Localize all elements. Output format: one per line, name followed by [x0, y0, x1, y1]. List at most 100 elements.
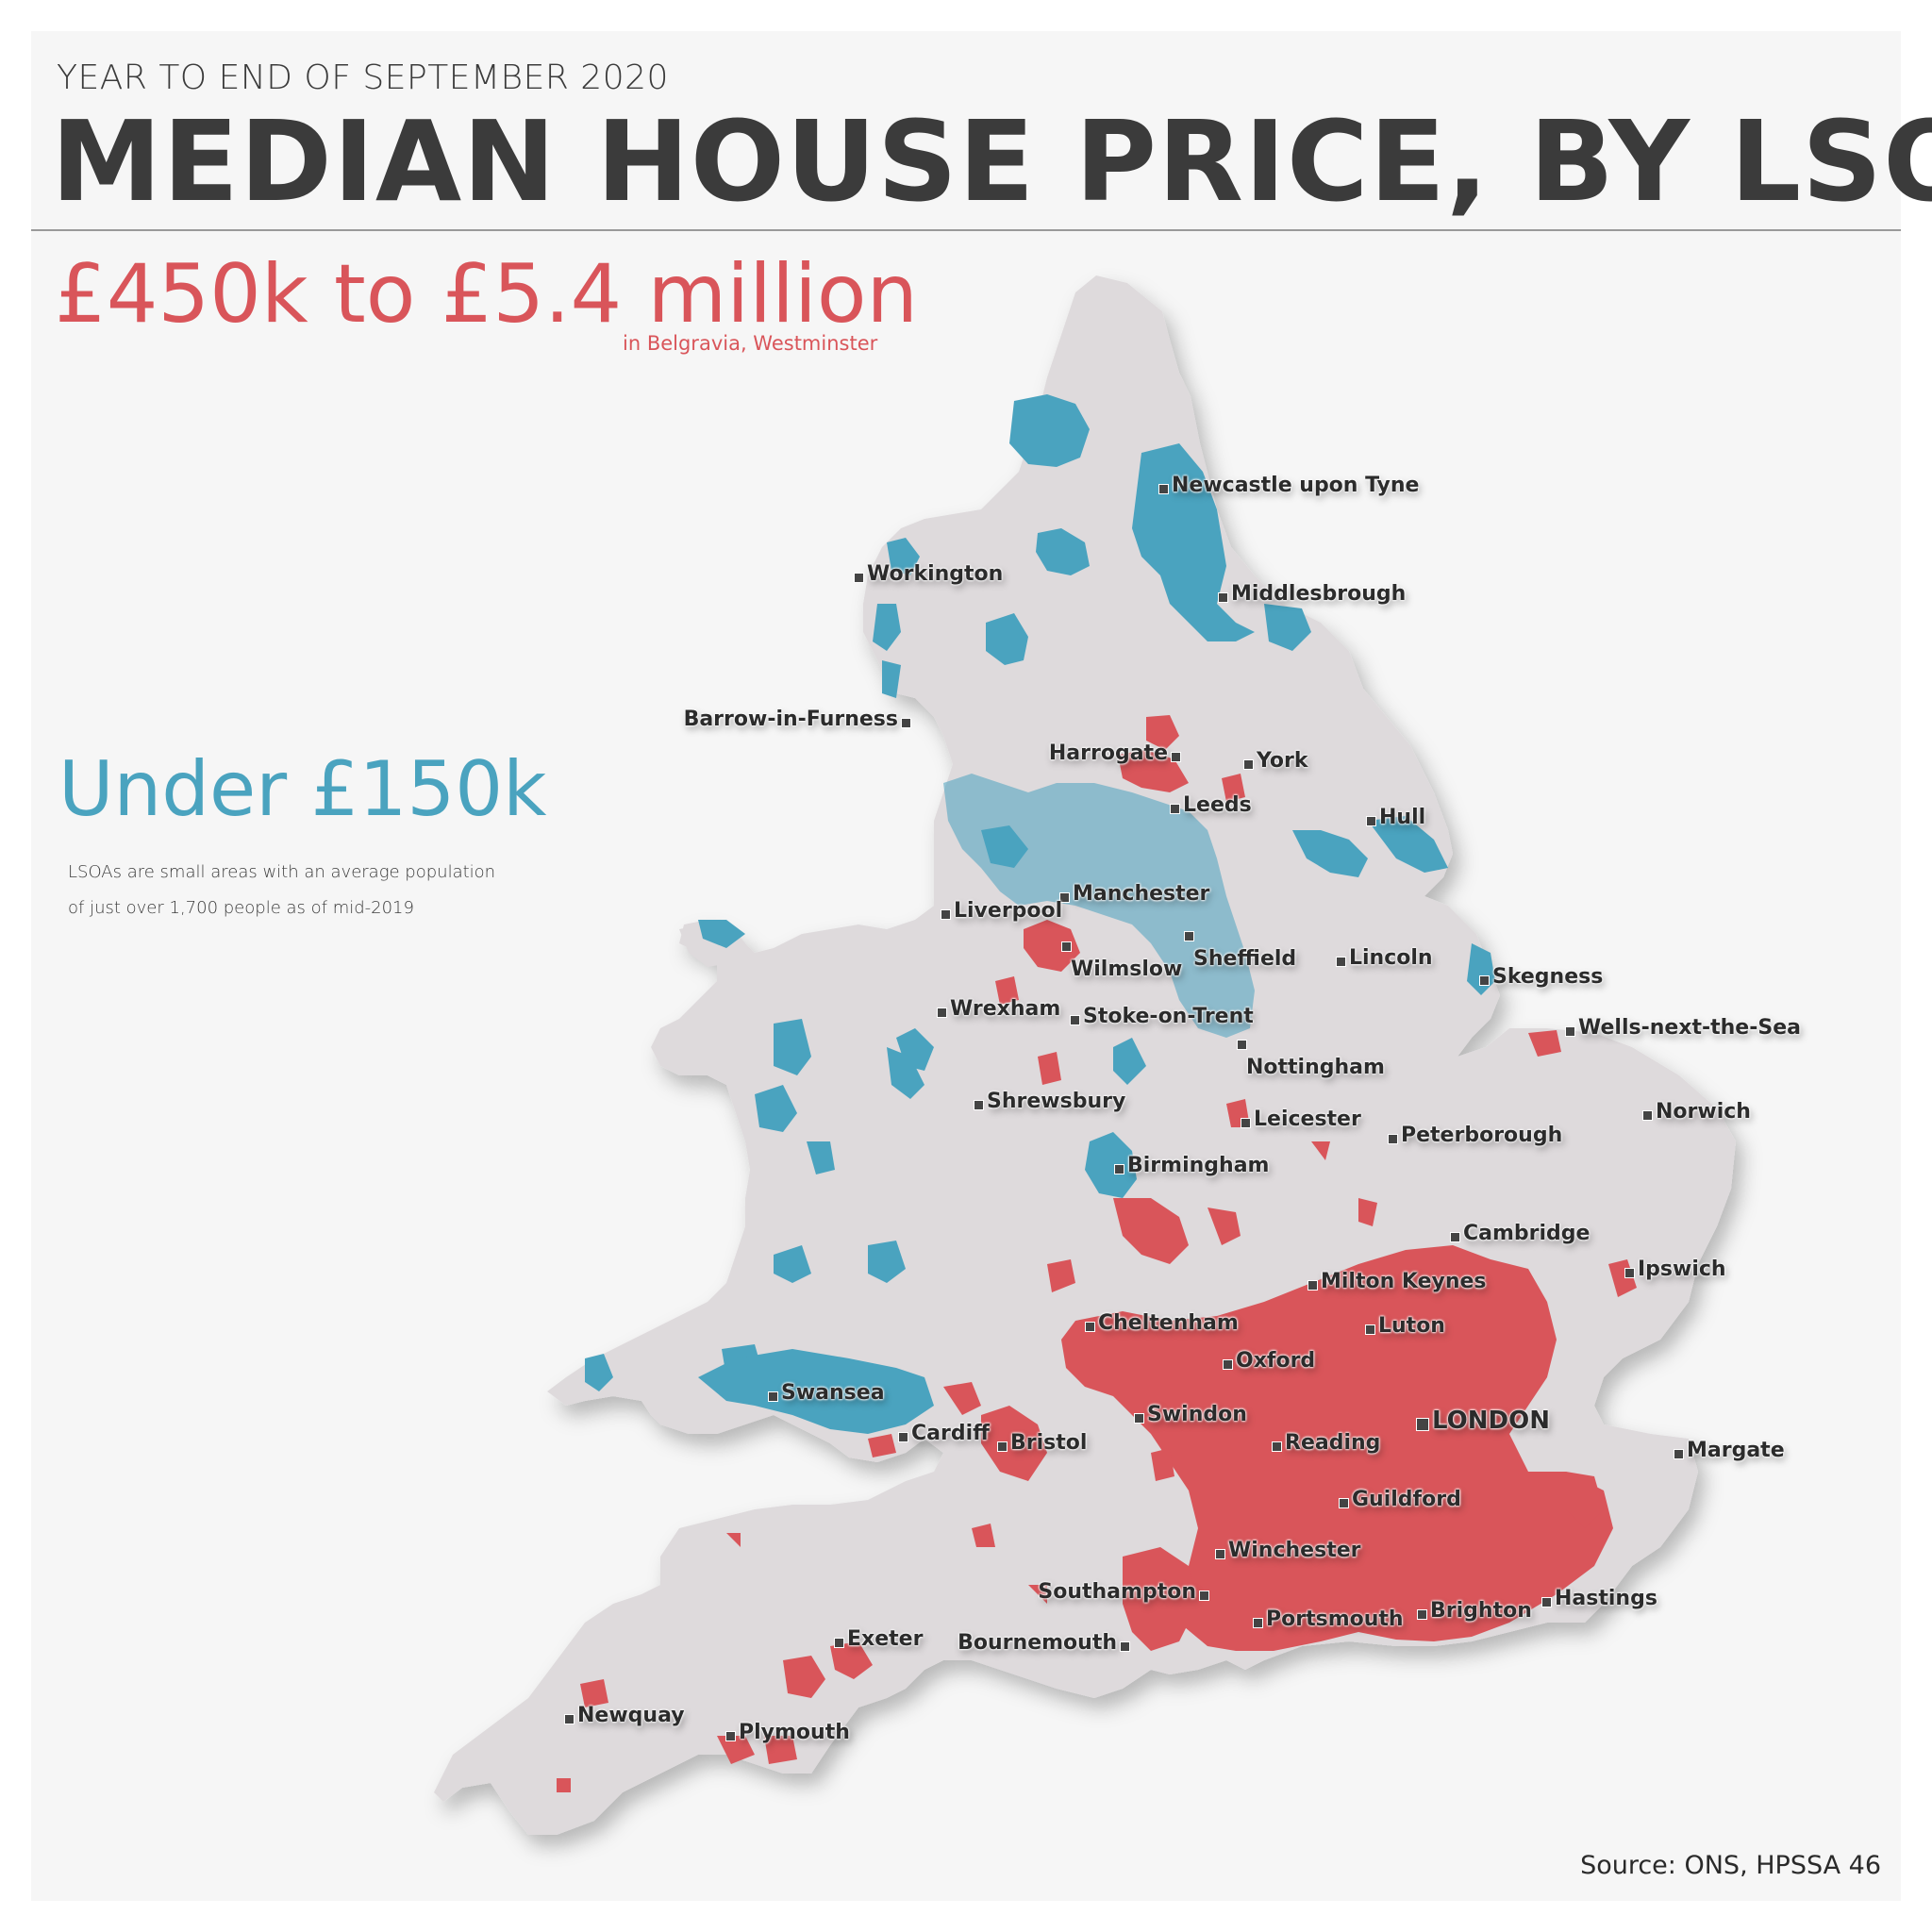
city-label-liverpool: Liverpool — [941, 901, 1062, 922]
city-marker-icon — [901, 718, 911, 728]
city-label-harrogate: Harrogate — [1049, 743, 1181, 764]
city-marker-icon — [1565, 1026, 1575, 1037]
city-label-oxford: Oxford — [1223, 1351, 1315, 1372]
city-label-wrexham: Wrexham — [937, 999, 1060, 1020]
city-label-leicester: Leicester — [1241, 1109, 1361, 1130]
city-label-wilmslow: Wilmslow — [1061, 941, 1182, 980]
city-name: Middlesbrough — [1231, 582, 1407, 606]
city-name: Cambridge — [1463, 1222, 1591, 1245]
lsoa-note: LSOAs are small areas with an average po… — [68, 855, 558, 926]
city-name: Workington — [867, 562, 1004, 586]
city-name: Cheltenham — [1098, 1311, 1239, 1335]
page-title: MEDIAN HOUSE PRICE, BY LSOA — [51, 96, 1932, 226]
city-label-cardiff: Cardiff — [898, 1424, 990, 1444]
city-name: Winchester — [1228, 1539, 1361, 1562]
city-name: Barrow-in-Furness — [683, 708, 898, 731]
city-name: Nottingham — [1246, 1056, 1385, 1079]
city-marker-icon — [1417, 1609, 1427, 1620]
city-marker-icon — [1218, 592, 1228, 603]
city-marker-icon — [1170, 804, 1180, 814]
city-label-guildford: Guildford — [1339, 1490, 1461, 1510]
city-name: Milton Keynes — [1321, 1270, 1487, 1293]
city-name: Newcastle upon Tyne — [1172, 474, 1420, 497]
city-name: Exeter — [847, 1627, 924, 1651]
legend-high-label: £450k to £5.4 million — [55, 247, 918, 341]
city-label-plymouth: Plymouth — [725, 1723, 850, 1743]
city-marker-icon — [1215, 1549, 1225, 1559]
city-marker-icon — [1114, 1164, 1124, 1174]
subtitle: YEAR TO END OF SEPTEMBER 2020 — [57, 58, 669, 97]
city-label-newquay: Newquay — [564, 1706, 685, 1726]
city-label-swindon: Swindon — [1134, 1405, 1247, 1425]
lsoa-note-line-2: of just over 1,700 people as of mid-2019 — [68, 898, 414, 918]
city-name: Portsmouth — [1266, 1607, 1404, 1631]
city-marker-icon — [1450, 1232, 1460, 1242]
city-marker-icon — [1339, 1498, 1349, 1508]
city-marker-icon — [1336, 957, 1346, 967]
city-name: Wilmslow — [1071, 958, 1183, 981]
city-marker-icon — [1223, 1359, 1233, 1370]
city-marker-icon — [941, 909, 951, 920]
city-name: Wrexham — [950, 997, 1061, 1021]
city-label-hull: Hull — [1366, 808, 1425, 828]
city-marker-icon — [997, 1441, 1008, 1452]
city-name: Stoke-on-Trent — [1083, 1005, 1254, 1028]
city-name: Leicester — [1254, 1108, 1361, 1131]
city-label-lincoln: Lincoln — [1336, 948, 1433, 969]
city-label-workington: Workington — [854, 564, 1003, 585]
city-name: Peterborough — [1401, 1124, 1563, 1147]
city-name: Wells-next-the-Sea — [1578, 1016, 1801, 1040]
city-name: Liverpool — [954, 899, 1063, 923]
city-label-norwich: Norwich — [1642, 1102, 1751, 1123]
city-label-margate: Margate — [1674, 1441, 1785, 1461]
city-name: Plymouth — [739, 1721, 850, 1744]
city-name: Bristol — [1010, 1431, 1088, 1455]
city-label-newcastle-upon-tyne: Newcastle upon Tyne — [1158, 475, 1419, 496]
city-label-luton: Luton — [1365, 1316, 1445, 1337]
city-name: Manchester — [1073, 882, 1210, 906]
city-label-bournemouth: Bournemouth — [958, 1633, 1130, 1654]
city-label-leeds: Leeds — [1170, 795, 1252, 816]
city-marker-icon — [1059, 892, 1070, 903]
lsoa-note-line-1: LSOAs are small areas with an average po… — [68, 862, 496, 882]
city-name: York — [1257, 749, 1308, 773]
city-marker-icon — [1061, 941, 1072, 952]
city-name: Birmingham — [1127, 1154, 1270, 1177]
city-name: Bournemouth — [958, 1631, 1117, 1655]
city-marker-icon — [768, 1391, 778, 1402]
city-label-skegness: Skegness — [1479, 967, 1603, 988]
city-marker-icon — [725, 1731, 736, 1741]
city-label-portsmouth: Portsmouth — [1253, 1609, 1404, 1630]
city-marker-icon — [564, 1714, 575, 1724]
city-name: Harrogate — [1048, 741, 1168, 765]
city-label-york: York — [1243, 751, 1308, 772]
city-name: Guildford — [1352, 1488, 1461, 1511]
city-label-cheltenham: Cheltenham — [1085, 1313, 1239, 1334]
city-marker-icon — [1365, 1324, 1375, 1335]
city-name: LONDON — [1432, 1407, 1550, 1435]
city-name: Hull — [1379, 806, 1426, 829]
city-label-winchester: Winchester — [1215, 1541, 1360, 1561]
city-label-nottingham: Nottingham — [1237, 1040, 1385, 1078]
city-label-london: LONDON — [1416, 1408, 1550, 1433]
legend-low-label: Under £150k — [58, 745, 547, 833]
city-label-bristol: Bristol — [997, 1433, 1087, 1454]
city-name: Ipswich — [1638, 1257, 1726, 1281]
city-label-sheffield: Sheffield — [1184, 931, 1296, 970]
city-label-hastings: Hastings — [1541, 1589, 1657, 1609]
city-name: Oxford — [1236, 1349, 1316, 1373]
city-label-cambridge: Cambridge — [1450, 1224, 1590, 1244]
city-marker-icon — [1272, 1441, 1282, 1452]
city-name: Hastings — [1555, 1587, 1657, 1610]
city-name: Southampton — [1038, 1580, 1196, 1604]
high-price-areas — [557, 715, 1637, 1792]
city-label-manchester: Manchester — [1059, 884, 1209, 905]
city-label-wells-next-the-sea: Wells-next-the-Sea — [1565, 1018, 1801, 1039]
city-name: Skegness — [1492, 965, 1604, 989]
city-marker-icon — [1541, 1597, 1552, 1607]
city-label-exeter: Exeter — [834, 1629, 923, 1650]
city-marker-icon — [1070, 1015, 1080, 1025]
city-name: Luton — [1378, 1314, 1445, 1338]
city-name: Swindon — [1147, 1403, 1247, 1426]
city-label-southampton: Southampton — [1038, 1582, 1209, 1603]
